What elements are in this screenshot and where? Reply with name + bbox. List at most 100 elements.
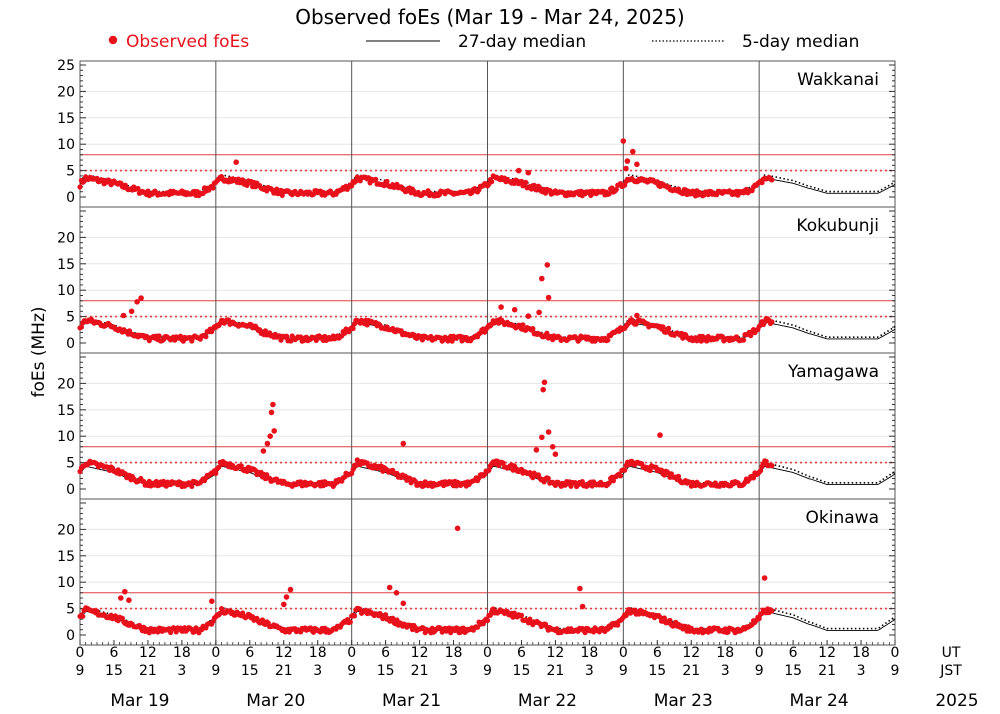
observed-point (347, 619, 353, 625)
observed-point (455, 625, 461, 632)
observed-point (349, 470, 355, 476)
observed-spike (539, 434, 545, 441)
jst-tick-label: 15 (105, 663, 123, 679)
station-label: Wakkanai (797, 70, 879, 90)
observed-point (156, 333, 162, 339)
legend: Observed foEs 27-day median 5-day median (108, 32, 859, 52)
observed-point (119, 615, 125, 621)
ut-tick-label: 0 (891, 645, 900, 661)
observed-point (605, 337, 611, 343)
observed-point (448, 630, 454, 636)
observed-spike (552, 451, 559, 458)
jst-tick-label: 9 (483, 663, 492, 679)
observed-point (313, 337, 319, 343)
observed-point (518, 178, 525, 184)
date-label: Mar 24 (790, 691, 849, 711)
y-tick-label: 10 (57, 575, 75, 591)
ut-tick-label: 18 (445, 645, 463, 661)
observed-point (725, 629, 731, 635)
observed-point (77, 184, 83, 190)
observed-spike (260, 448, 267, 454)
observed-spike (577, 585, 583, 592)
y-tick-label: 15 (57, 111, 75, 127)
observed-points (77, 262, 775, 344)
observed-point (544, 330, 550, 336)
y-tick-label: 15 (57, 403, 75, 419)
date-label: Mar 21 (382, 691, 441, 711)
observed-point (769, 177, 775, 183)
observed-point (284, 333, 290, 339)
observed-point (667, 617, 673, 624)
observed-spike (233, 159, 239, 165)
observed-spike (120, 312, 127, 319)
y-tick-label: 0 (66, 628, 75, 644)
y-tick-label: 25 (57, 58, 75, 74)
observed-point (680, 191, 686, 197)
observed-spike (620, 138, 627, 144)
date-label: Mar 19 (110, 691, 169, 711)
observed-spike (283, 594, 290, 600)
observed-spike (634, 312, 640, 319)
observed-point (78, 324, 84, 330)
ut-tick-label: 12 (818, 645, 836, 661)
observed-point (657, 614, 663, 620)
observed-spike (126, 597, 132, 603)
chart-title: Observed foEs (Mar 19 - Mar 24, 2025) (295, 5, 685, 29)
y-tick-label: 20 (57, 522, 75, 538)
ut-axis-label: UT (942, 645, 961, 661)
observed-spike (525, 169, 532, 176)
observed-point (666, 325, 672, 331)
observed-point (115, 467, 121, 473)
ut-tick-label: 0 (755, 645, 764, 661)
observed-point (531, 182, 537, 188)
observed-spike (454, 525, 461, 532)
observed-point (763, 458, 769, 464)
observed-spike (271, 428, 278, 434)
legend-median5-label: 5-day median (742, 32, 859, 52)
observed-spike (525, 313, 532, 319)
y-tick-label: 20 (57, 230, 75, 246)
ut-tick-label: 18 (580, 645, 598, 661)
y-tick-label: 0 (66, 482, 75, 498)
ut-tick-label: 0 (76, 645, 85, 661)
observed-spike (624, 158, 631, 164)
observed-point (349, 183, 355, 189)
ut-tick-label: 6 (381, 645, 390, 661)
y-tick-label: 0 (66, 190, 75, 206)
observed-spike (549, 444, 556, 450)
observed-point (489, 179, 495, 185)
y-tick-label: 10 (57, 283, 75, 299)
observed-point (384, 178, 390, 184)
observed-point (203, 334, 209, 340)
date-label: Mar 23 (654, 691, 713, 711)
observed-point (622, 182, 628, 188)
observed-spike (268, 409, 275, 416)
observed-spike (267, 433, 274, 440)
panel-kokubunji: 0 5 10 15 20 Kokubunji (57, 206, 896, 354)
observed-point (146, 478, 152, 484)
y-tick-label: 20 (57, 376, 75, 392)
ut-tick-label: 12 (682, 645, 700, 661)
observed-spike (134, 299, 140, 305)
observed-point (613, 186, 619, 193)
jst-tick-label: 15 (377, 663, 395, 679)
observed-point (398, 328, 404, 334)
observed-points (77, 138, 775, 199)
observed-point (675, 473, 682, 479)
y-tick-label: 5 (66, 310, 75, 326)
observed-spike (540, 386, 546, 393)
jst-tick-label: 9 (76, 663, 85, 679)
ut-tick-label: 18 (852, 645, 870, 661)
observed-point (500, 460, 506, 466)
observed-spike (498, 304, 504, 310)
observed-spike (539, 275, 545, 282)
observed-point (449, 338, 455, 344)
ut-tick-label: 6 (517, 645, 526, 661)
jst-tick-label: 9 (891, 663, 900, 679)
ut-tick-label: 6 (789, 645, 798, 661)
y-tick-label: 20 (57, 84, 75, 100)
observed-point (486, 467, 492, 473)
ut-tick-label: 6 (109, 645, 118, 661)
jst-axis-label: JST (939, 663, 962, 679)
observed-point (530, 326, 536, 332)
